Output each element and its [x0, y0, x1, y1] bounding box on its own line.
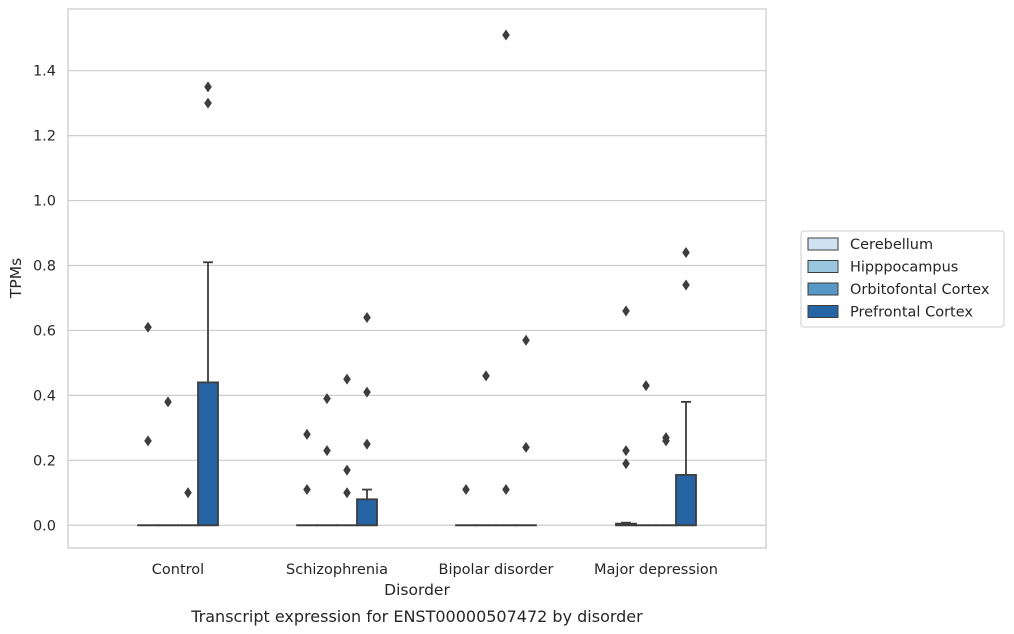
legend-swatch: [807, 237, 839, 251]
y-tick-label: 0.2: [33, 453, 56, 469]
y-axis-title: TPMs: [7, 258, 25, 299]
outlier-point: [662, 435, 670, 447]
y-tick-label: 1.4: [33, 64, 56, 80]
y-tick-label: 0.6: [33, 323, 56, 339]
y-tick-label: 0.8: [33, 259, 56, 275]
x-axis-title: Disorder: [384, 581, 450, 599]
outlier-point: [682, 279, 690, 291]
y-tick-label: 0.0: [33, 518, 56, 534]
outlier-point: [323, 445, 331, 457]
y-tick-label: 1.2: [33, 129, 56, 145]
legend-label: Hipppocampus: [850, 260, 958, 276]
outlier-point: [642, 380, 650, 392]
legend-frame: [800, 230, 1005, 328]
box: [356, 498, 378, 527]
outlier-point: [144, 321, 152, 333]
legend-swatch: [807, 282, 839, 296]
outlier-point: [343, 487, 351, 499]
outlier-point: [622, 305, 630, 317]
box-group: [615, 305, 637, 527]
box-group: [495, 29, 517, 527]
outlier-point: [363, 386, 371, 398]
outlier-point: [682, 247, 690, 259]
outlier-point: [184, 487, 192, 499]
box-group: [177, 487, 199, 527]
outlier-point: [144, 435, 152, 447]
outlier-point: [343, 373, 351, 385]
box-group: [356, 311, 378, 527]
outlier-point: [502, 484, 510, 496]
box-groups: [137, 29, 697, 527]
plot-frame: [67, 8, 767, 549]
box-group: [296, 428, 318, 527]
outlier-point: [303, 428, 311, 440]
outlier-point: [622, 458, 630, 470]
legend-swatch: [807, 260, 839, 273]
box-group: [316, 393, 338, 527]
box-group: [675, 247, 697, 527]
box-group: [635, 380, 657, 527]
y-gridlines: [68, 70, 766, 526]
y-tick-label: 0.4: [33, 388, 56, 404]
box-group: [157, 396, 179, 527]
x-tick-label: Major depression: [594, 562, 718, 578]
x-tick-labels: Control Schizophrenia Bipolar disorder Majo…: [152, 562, 718, 578]
outlier-point: [303, 484, 311, 496]
box: [675, 474, 697, 527]
outlier-point: [204, 97, 212, 109]
legend-label: Orbitofontal Cortex: [850, 282, 990, 298]
outlier-point: [522, 334, 530, 346]
box-group: [475, 370, 497, 527]
x-tick-label: Control: [152, 562, 204, 578]
x-tick-label: Bipolar disorder: [439, 562, 554, 578]
box-group: [137, 321, 159, 527]
outlier-point: [204, 81, 212, 93]
legend-label: Prefrontal Cortex: [850, 305, 973, 321]
box-group: [655, 432, 677, 527]
outlier-point: [363, 438, 371, 450]
outlier-point: [482, 370, 490, 382]
outlier-point: [323, 393, 331, 405]
outlier-point: [622, 445, 630, 457]
outlier-point: [522, 441, 530, 453]
legend-label: Cerebellum: [850, 237, 933, 253]
outlier-point: [462, 484, 470, 496]
box-group: [197, 81, 219, 527]
legend-swatch: [807, 305, 839, 318]
x-tick-label: Schizophrenia: [286, 562, 388, 578]
chart-caption: Transcript expression for ENST0000050747…: [190, 607, 643, 626]
y-tick-labels: 0.0 0.2 0.4 0.6 0.8 1.0 1.2 1.4: [33, 64, 56, 535]
outlier-point: [502, 29, 510, 41]
box-group: [455, 484, 477, 527]
box-group: [336, 373, 358, 527]
y-tick-label: 1.0: [33, 194, 56, 210]
legend: Cerebellum Hipppocampus Orbitofontal Corte…: [800, 230, 1005, 328]
outlier-point: [343, 464, 351, 476]
box: [197, 381, 219, 527]
box-group: [515, 334, 537, 527]
outlier-point: [164, 396, 172, 408]
outlier-point: [363, 311, 371, 323]
